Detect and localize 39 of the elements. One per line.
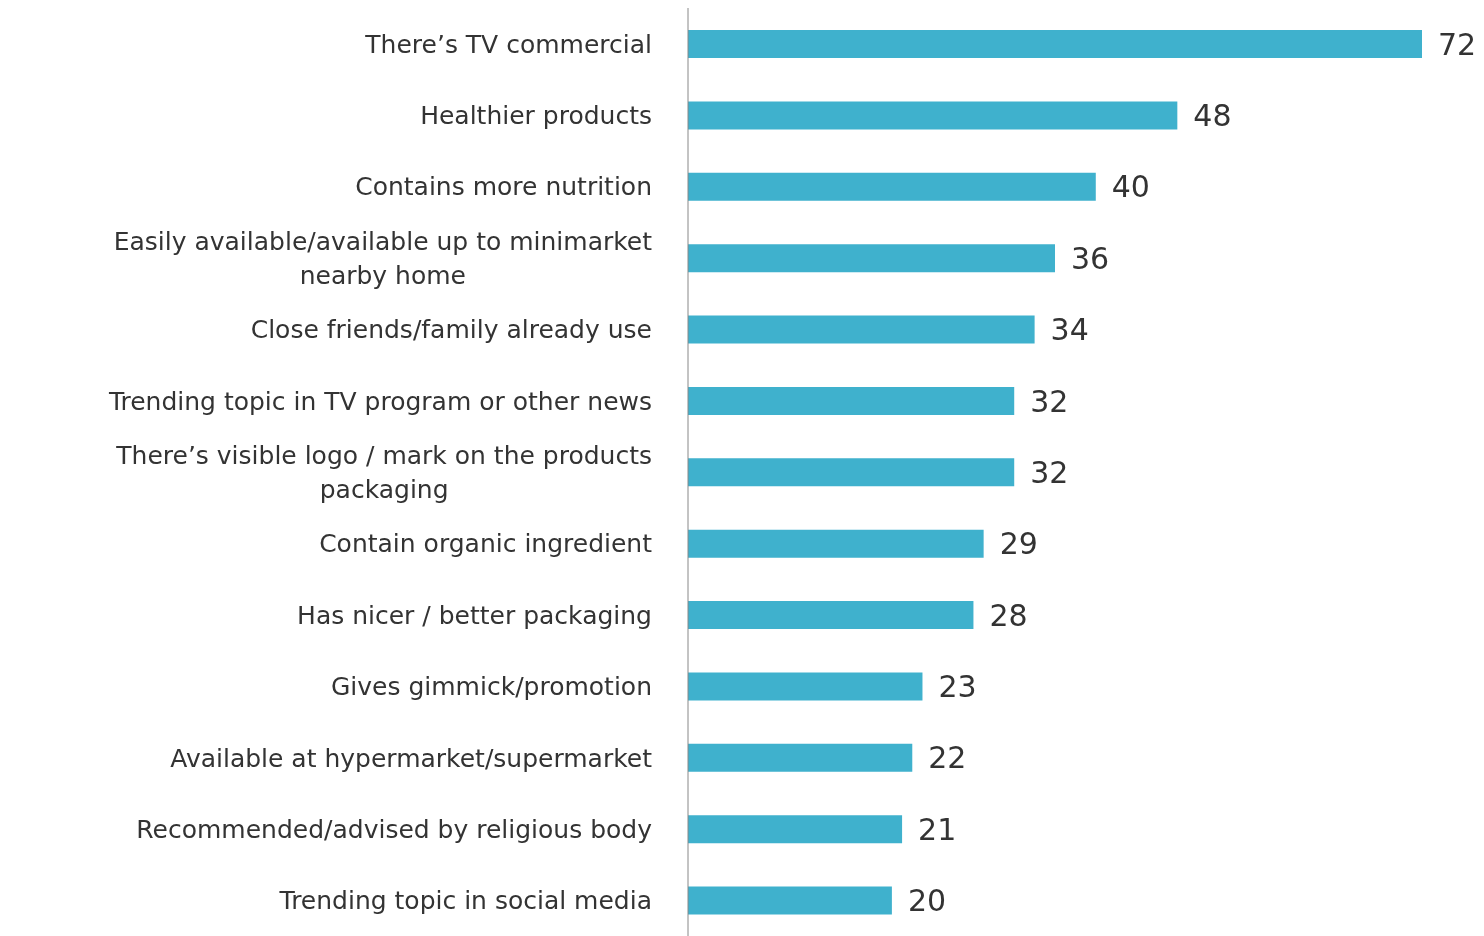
bar	[688, 101, 1178, 130]
y-tick-label: Trending topic in social media	[278, 885, 652, 915]
y-tick-label: There’s visible logo / mark on the products packaging	[115, 440, 652, 504]
y-tick-label: Easily available/available up to minimarket nearby home	[113, 226, 653, 290]
y-tick-label: Recommended/advised by religious body	[136, 814, 653, 844]
y-tick-label: Close friends/family already use	[250, 314, 652, 344]
data-label: 32	[1030, 383, 1069, 419]
data-label: 28	[989, 597, 1028, 633]
bar	[688, 458, 1015, 487]
bar	[688, 886, 892, 915]
data-label: 72	[1438, 26, 1477, 62]
data-label: 36	[1071, 240, 1110, 276]
bar	[688, 529, 984, 558]
y-tick-label: Contains more nutrition	[355, 171, 652, 201]
bar	[688, 172, 1096, 201]
data-label: 29	[999, 526, 1038, 562]
data-label: 21	[918, 811, 957, 847]
bar	[688, 30, 1422, 58]
y-tick-label: Has nicer / better packaging	[297, 600, 652, 630]
data-label: 22	[928, 740, 967, 776]
data-label: 40	[1111, 169, 1150, 205]
y-tick-label: There’s TV commercial	[364, 29, 652, 59]
bar	[688, 601, 974, 630]
y-tick-label: Healthier products	[420, 100, 652, 130]
bar	[688, 743, 913, 772]
bar	[688, 315, 1035, 344]
y-tick-label: Contain organic ingredient	[319, 528, 653, 558]
bar	[688, 815, 903, 844]
data-label: 32	[1030, 454, 1069, 490]
bar	[688, 244, 1055, 273]
data-label: 23	[938, 669, 977, 705]
y-tick-label: Gives gimmick/promotion	[330, 671, 652, 701]
bar	[688, 672, 923, 701]
data-label: 34	[1050, 312, 1089, 348]
data-label: 20	[907, 883, 947, 919]
y-tick-label: Trending topic in TV program or other news	[107, 386, 652, 416]
data-label: 48	[1193, 98, 1232, 134]
bar	[688, 386, 1015, 415]
y-tick-label: Available at hypermarket/supermarket	[170, 743, 653, 773]
